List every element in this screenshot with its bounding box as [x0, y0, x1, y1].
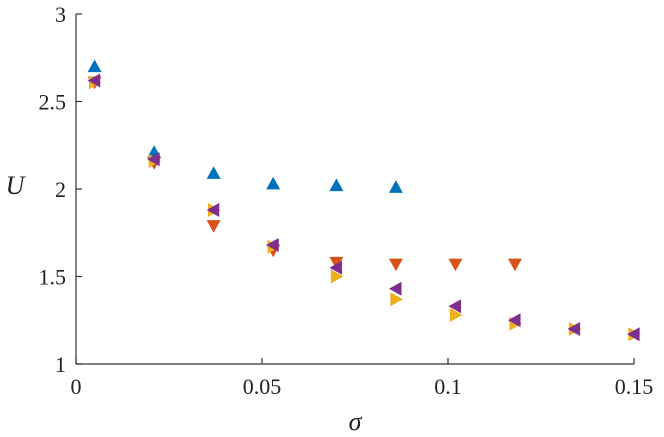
data-point	[507, 313, 521, 328]
tick-marks	[75, 13, 635, 365]
data-point	[87, 59, 102, 73]
data-point	[507, 258, 522, 272]
data-point	[147, 152, 160, 167]
data-point	[567, 322, 581, 336]
data-point	[329, 256, 344, 270]
y-tick-label: 1	[55, 352, 66, 377]
data-point	[266, 238, 279, 252]
data-point	[206, 203, 220, 217]
y-tick-label: 3	[55, 2, 66, 27]
data-point	[206, 220, 221, 233]
tick-labels: 0 0.05 0.1 0.15 1 1.5 2 2.5 3	[39, 2, 654, 399]
x-axis-label: σ	[349, 407, 363, 436]
data-point	[388, 180, 403, 193]
x-tick-label: 0.05	[243, 374, 282, 399]
data-point	[266, 176, 281, 190]
data-point	[449, 308, 463, 322]
data-point	[388, 281, 402, 296]
data-points	[87, 59, 641, 342]
x-tick-label: 0	[71, 374, 82, 399]
series-3	[89, 75, 641, 342]
data-point	[329, 260, 342, 275]
data-point	[390, 292, 403, 307]
y-axis-label: U	[6, 171, 27, 200]
series-4	[87, 73, 640, 342]
data-point	[448, 299, 462, 314]
data-point	[87, 73, 101, 88]
series-2	[87, 76, 522, 272]
axes	[75, 14, 634, 365]
data-point	[388, 258, 403, 272]
series-1	[87, 59, 403, 193]
data-point	[627, 327, 640, 342]
data-point	[330, 269, 344, 284]
y-tick-label: 1.5	[39, 265, 67, 290]
x-tick-label: 0.15	[615, 374, 654, 399]
y-tick-label: 2.5	[39, 90, 67, 115]
y-tick-label: 2	[55, 177, 66, 202]
data-point	[448, 258, 463, 272]
data-point	[206, 166, 221, 179]
data-point	[329, 178, 344, 192]
x-tick-label: 0.1	[434, 374, 462, 399]
